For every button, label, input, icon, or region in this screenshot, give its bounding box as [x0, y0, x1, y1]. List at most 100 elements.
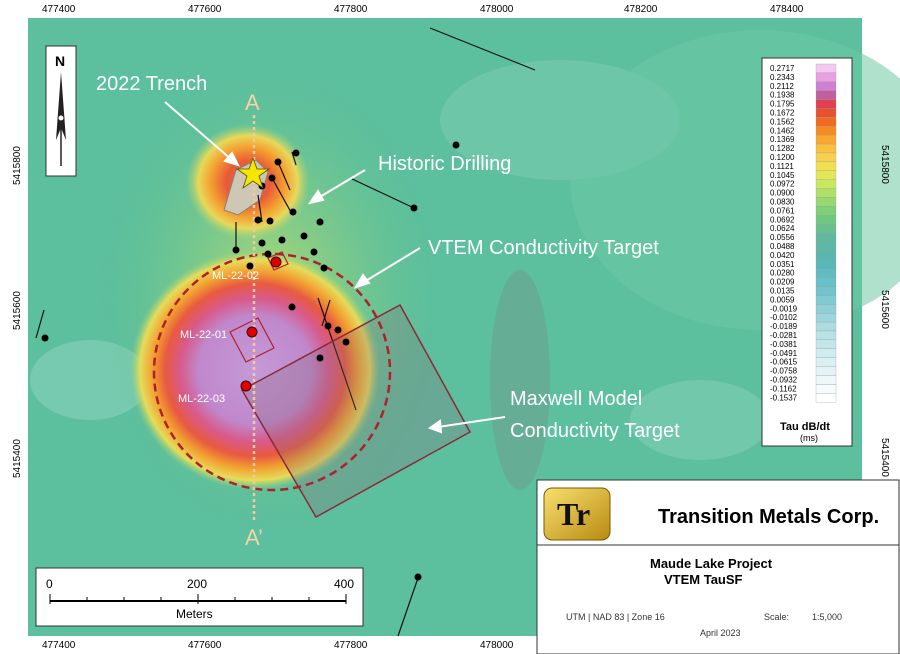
legend-value: 0.1045	[770, 171, 795, 180]
y-axis-right: 5415800 5415600 5415400	[879, 145, 890, 477]
legend-value: 0.2717	[770, 64, 795, 73]
vtem-target-circle	[152, 252, 392, 492]
drill-target-box	[229, 317, 275, 363]
legend-value: -0.0615	[770, 358, 798, 367]
x-tick-label: 477800	[334, 640, 368, 651]
legend-value: 0.1562	[770, 117, 795, 126]
legend-swatch	[815, 90, 837, 100]
drillhole-ml-22-01[interactable]	[246, 326, 258, 338]
drill-target-box	[267, 251, 289, 271]
section-end-label: A’	[245, 525, 263, 550]
legend-value: -0.0102	[770, 313, 798, 322]
legend-value: 0.0420	[770, 251, 795, 260]
legend-swatch	[815, 108, 837, 118]
x-axis-bottom: 477400 477600 477800 478000	[42, 640, 514, 651]
north-label: N	[55, 53, 65, 69]
scale-tick: 0	[46, 577, 53, 591]
company-name: Transition Metals Corp.	[658, 506, 879, 528]
legend-swatch	[815, 393, 837, 403]
scale-bar: 0 200 400 Meters	[35, 567, 364, 627]
section-start-label: A	[245, 90, 260, 115]
legend-value: 0.0280	[770, 269, 795, 278]
legend-swatch	[815, 277, 837, 287]
y-tick-label: 5415600	[879, 290, 890, 329]
drillhole-label: ML-22-03	[178, 393, 225, 405]
legend-swatch	[815, 375, 837, 385]
legend-swatch	[815, 152, 837, 163]
north-arrow: N	[45, 45, 77, 177]
legend-swatch	[815, 117, 837, 127]
legend-swatch	[815, 170, 837, 180]
legend-swatch	[815, 321, 837, 332]
legend-value: 0.2112	[770, 82, 794, 91]
legend-value: 0.1795	[770, 100, 795, 109]
map-title: VTEM TauSF	[664, 572, 743, 587]
scale-value: 1:5,000	[812, 612, 842, 622]
legend-swatch	[815, 304, 837, 314]
legend: 0.27170.23430.21120.19380.17950.16720.15…	[761, 57, 853, 447]
legend-value: 0.0624	[770, 224, 795, 233]
legend-value: 0.0488	[770, 242, 795, 251]
trench-star-icon	[235, 156, 271, 190]
legend-swatch	[815, 99, 837, 109]
annotation-arrows	[164, 101, 506, 434]
legend-swatch	[815, 197, 837, 207]
legend-value: 0.0972	[770, 180, 795, 189]
legend-value: 0.1672	[770, 109, 795, 118]
legend-swatch	[815, 241, 837, 252]
legend-value: -0.0758	[770, 367, 798, 376]
legend-value: 0.0556	[770, 233, 795, 242]
x-tick-label: 477600	[188, 640, 222, 651]
legend-swatch	[815, 339, 837, 349]
x-tick-label: 478000	[480, 640, 514, 651]
legend-swatch	[815, 224, 837, 234]
legend-swatch	[815, 295, 837, 305]
drillhole-label: ML-22-01	[180, 329, 227, 341]
legend-value: -0.0281	[770, 331, 798, 340]
scale-unit: Meters	[176, 607, 213, 621]
maxwell-model-plate	[240, 303, 472, 519]
x-tick-label: 478200	[624, 4, 658, 15]
drillhole-ml-22-02[interactable]	[270, 256, 282, 268]
legend-swatch	[815, 81, 837, 91]
scale-label: Scale:	[764, 612, 789, 622]
x-tick-label: 477800	[334, 4, 368, 15]
scale-tick: 200	[187, 577, 207, 591]
legend-swatch	[815, 72, 837, 82]
legend-value: 0.1121	[770, 162, 794, 171]
x-tick-label: 477400	[42, 640, 76, 651]
legend-swatch	[815, 161, 837, 171]
legend-swatch	[815, 357, 837, 367]
legend-swatch	[815, 330, 837, 341]
x-tick-label: 477400	[42, 4, 76, 15]
legend-swatch	[815, 250, 837, 260]
legend-value: 0.1938	[770, 91, 795, 100]
legend-swatch	[815, 366, 837, 376]
drillhole-ml-22-03[interactable]	[240, 380, 252, 392]
vtem-target-annotation: VTEM Conductivity Target	[428, 237, 659, 259]
legend-swatches	[815, 63, 837, 403]
legend-value: -0.0491	[770, 349, 798, 358]
legend-title: Tau dB/dt	[780, 421, 830, 433]
y-tick-label: 5415800	[879, 145, 890, 184]
legend-swatch	[815, 313, 837, 323]
legend-swatch	[815, 126, 837, 136]
legend-swatch	[815, 259, 837, 269]
projection-text: UTM | NAD 83 | Zone 16	[566, 612, 665, 622]
drillhole-label: ML-22-02	[212, 270, 259, 282]
2022-drillholes: ML-22-02 ML-22-01 ML-22-03	[178, 256, 282, 405]
legend-value: 0.0830	[770, 198, 795, 207]
y-axis-left: 5415800 5415600 5415400	[12, 146, 23, 478]
legend-unit: (ms)	[800, 433, 818, 443]
legend-value: -0.0019	[770, 304, 798, 313]
legend-value: -0.0381	[770, 340, 798, 349]
legend-swatch	[815, 143, 837, 154]
legend-value: -0.0932	[770, 376, 798, 385]
legend-swatch	[815, 348, 837, 358]
legend-value: 0.1369	[770, 135, 795, 144]
legend-value: 0.0209	[770, 278, 795, 287]
legend-value: 0.1462	[770, 126, 795, 135]
x-tick-label: 478400	[770, 4, 804, 15]
historic-drillholes	[41, 141, 460, 581]
